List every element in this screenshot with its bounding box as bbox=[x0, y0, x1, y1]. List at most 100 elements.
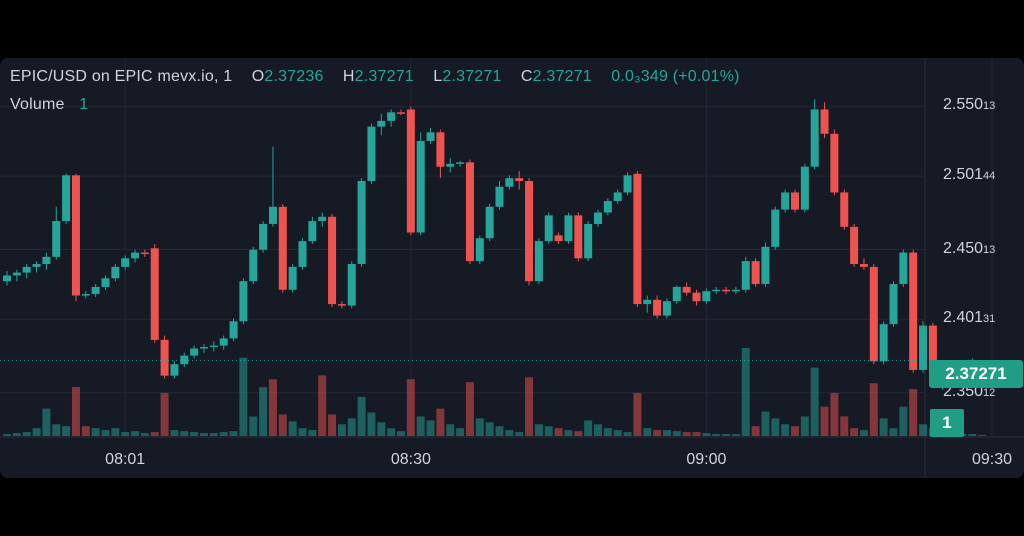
candle-body bbox=[121, 258, 130, 267]
ohlc-legend: EPIC/USD on EPIC mevx.io, 1 O2.37236 H2.… bbox=[10, 68, 740, 86]
candle bbox=[800, 163, 809, 213]
volume-bar bbox=[564, 430, 573, 436]
candle bbox=[889, 281, 898, 327]
candle-body bbox=[150, 248, 159, 340]
candle-body bbox=[377, 120, 386, 127]
candle-body bbox=[564, 215, 573, 242]
price-tick-main: 2.550 bbox=[943, 96, 984, 114]
candle-body bbox=[209, 345, 218, 348]
candle-body bbox=[32, 264, 41, 267]
candle-body bbox=[52, 221, 61, 257]
candle-body bbox=[347, 264, 356, 306]
volume-bar bbox=[978, 435, 987, 436]
candle-body bbox=[771, 209, 780, 247]
volume-value: 1 bbox=[79, 96, 89, 113]
time-tick-label: 08:30 bbox=[390, 451, 431, 468]
price-tick-sub: 44 bbox=[983, 170, 996, 183]
volume-badge: 1 bbox=[930, 409, 964, 437]
candle-body bbox=[436, 132, 445, 167]
volume-bar bbox=[475, 418, 484, 436]
candle bbox=[22, 264, 31, 279]
volume-bar bbox=[101, 430, 110, 436]
candle bbox=[357, 178, 366, 267]
volume-bar bbox=[810, 367, 819, 436]
candle-body bbox=[761, 246, 770, 285]
price-tick-sub: 13 bbox=[983, 100, 996, 113]
candle-body bbox=[426, 132, 435, 141]
candle-body bbox=[62, 175, 71, 222]
volume-bar bbox=[308, 430, 317, 436]
volume-bar bbox=[436, 408, 445, 436]
candle bbox=[229, 318, 238, 342]
volume-bar bbox=[662, 430, 671, 436]
volume-bar bbox=[219, 432, 228, 436]
candle-body bbox=[357, 181, 366, 265]
volume-bar bbox=[682, 432, 691, 436]
candle bbox=[633, 170, 642, 307]
candle bbox=[869, 264, 878, 365]
volume-bar bbox=[337, 424, 346, 436]
candle bbox=[278, 203, 287, 293]
candle bbox=[239, 278, 248, 325]
volume-bar bbox=[800, 416, 809, 436]
candle bbox=[52, 206, 61, 260]
candlestick-chart[interactable] bbox=[0, 58, 1024, 478]
last-price-badge: 2.37271 bbox=[929, 360, 1023, 388]
candle-body bbox=[278, 206, 287, 290]
candle bbox=[268, 146, 277, 227]
candle bbox=[209, 341, 218, 352]
candle bbox=[3, 271, 11, 286]
candle bbox=[741, 256, 750, 293]
volume-bar bbox=[239, 357, 248, 436]
candle bbox=[643, 295, 652, 313]
candle-body bbox=[229, 321, 238, 339]
candle-body bbox=[859, 264, 868, 267]
volume-bar bbox=[229, 431, 238, 436]
candle-body bbox=[268, 206, 277, 224]
candle bbox=[574, 212, 583, 262]
candle-body bbox=[525, 181, 534, 282]
volume-bar bbox=[71, 387, 80, 436]
volume-bar bbox=[525, 377, 534, 436]
candle bbox=[91, 284, 100, 297]
candle bbox=[850, 223, 859, 267]
candle-body bbox=[200, 347, 208, 349]
change-value: 0.0₃349 (+0.01%) bbox=[611, 68, 740, 85]
candle bbox=[219, 335, 228, 350]
candle bbox=[190, 345, 199, 359]
volume-bar bbox=[3, 434, 11, 436]
volume-bar bbox=[387, 428, 396, 436]
candle-body bbox=[249, 249, 258, 282]
candle bbox=[131, 249, 140, 263]
open-label: O bbox=[251, 68, 265, 85]
chart-panel[interactable]: EPIC/USD on EPIC mevx.io, 1 O2.37236 H2.… bbox=[0, 58, 1024, 478]
volume-bar bbox=[62, 426, 71, 436]
candle-body bbox=[140, 252, 149, 255]
candle bbox=[416, 132, 425, 236]
volume-bar bbox=[613, 430, 622, 436]
volume-bar bbox=[603, 428, 612, 436]
volume-bar bbox=[712, 434, 721, 436]
low-value: 2.37271 bbox=[442, 68, 502, 85]
volume-bar bbox=[544, 426, 553, 436]
volume-bar bbox=[416, 416, 425, 436]
candle bbox=[534, 238, 543, 285]
volume-bar bbox=[534, 424, 543, 436]
candle-body bbox=[406, 109, 415, 233]
candle-body bbox=[653, 299, 662, 316]
candle-body bbox=[534, 241, 543, 282]
volume-bar bbox=[150, 432, 159, 436]
price-tick-label: 2.50144 bbox=[943, 166, 995, 184]
candle-body bbox=[672, 286, 681, 302]
volume-bar bbox=[121, 432, 130, 436]
volume-bar bbox=[672, 431, 681, 436]
candle-body bbox=[899, 252, 908, 285]
volume-bar bbox=[209, 433, 218, 436]
candle bbox=[308, 216, 317, 244]
symbol-label[interactable]: EPIC/USD on EPIC mevx.io, 1 bbox=[10, 68, 233, 85]
volume-bar bbox=[180, 431, 189, 436]
price-tick-label: 2.55013 bbox=[943, 96, 995, 114]
volume-label[interactable]: Volume bbox=[10, 96, 65, 113]
volume-bar bbox=[702, 433, 711, 436]
volume-bar bbox=[377, 422, 386, 436]
